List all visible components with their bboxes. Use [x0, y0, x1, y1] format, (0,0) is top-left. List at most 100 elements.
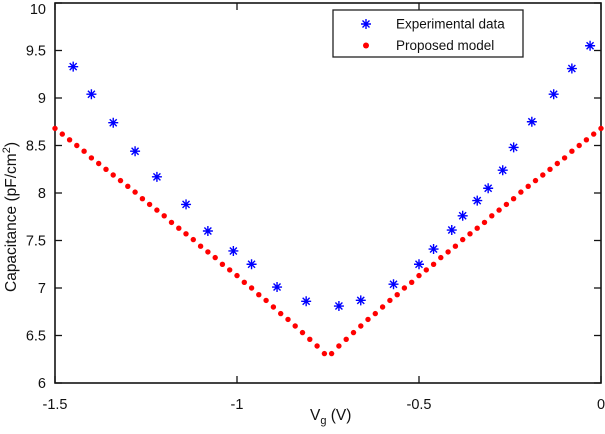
- experimental-asterisk: [355, 295, 366, 306]
- model-dot: [423, 267, 429, 273]
- experimental-asterisk: [428, 244, 439, 255]
- legend-label-experimental: Experimental data: [396, 17, 505, 32]
- model-dot: [481, 219, 488, 226]
- model-dot: [452, 243, 459, 249]
- legend: Experimental data Proposed model: [332, 9, 524, 58]
- model-dot: [540, 172, 546, 178]
- model-dot: [430, 261, 437, 267]
- model-dot: [328, 350, 335, 357]
- legend-marker-model: [363, 42, 369, 49]
- model-dot: [81, 148, 87, 154]
- model-dot: [445, 249, 451, 255]
- model-dot: [161, 213, 167, 219]
- y-tick-label: 7.5: [26, 234, 46, 250]
- experimental-asterisk: [246, 259, 257, 270]
- experimental-asterisk: [68, 61, 79, 72]
- model-dot: [336, 343, 342, 349]
- experimental-asterisk: [526, 116, 537, 127]
- y-tick-label: 9: [38, 91, 46, 107]
- model-dot: [358, 323, 364, 329]
- model-dot: [576, 142, 582, 149]
- y-tick-label: 6: [38, 376, 46, 392]
- model-dot: [438, 254, 444, 261]
- model-dot: [518, 189, 524, 195]
- proposed-model-points: [52, 125, 604, 357]
- legend-marker-experimental: [361, 19, 371, 29]
- model-dot: [212, 254, 218, 261]
- model-dot: [299, 329, 306, 336]
- model-dot: [168, 219, 175, 226]
- experimental-asterisk: [414, 259, 424, 270]
- model-dot: [234, 272, 240, 279]
- experimental-asterisk: [228, 245, 239, 256]
- x-tick-labels: -1.5 -1 -0.5 0: [43, 397, 605, 413]
- experimental-data-points: [68, 40, 596, 312]
- model-dot: [285, 316, 291, 323]
- y-tick-label: 9.5: [26, 44, 46, 60]
- y-tick-label: 6.5: [26, 329, 46, 345]
- model-dot: [292, 323, 298, 329]
- model-dot: [321, 350, 328, 357]
- model-dot: [146, 201, 153, 208]
- model-dot: [510, 196, 517, 202]
- x-tick-label: -0.5: [407, 397, 432, 413]
- model-dot: [241, 279, 247, 285]
- experimental-asterisk: [508, 142, 519, 153]
- model-dot: [117, 177, 124, 184]
- model-dot: [532, 177, 539, 184]
- model-dot: [350, 329, 357, 336]
- model-dot: [569, 148, 575, 154]
- experimental-asterisk: [457, 210, 468, 221]
- model-dot: [190, 236, 196, 243]
- model-dot: [96, 160, 102, 167]
- legend-box: [332, 9, 524, 58]
- y-tick-label: 8.5: [26, 139, 46, 155]
- x-axis-label: Vg (V): [310, 407, 351, 427]
- legend-label-model: Proposed model: [396, 38, 494, 53]
- experimental-asterisk: [202, 226, 213, 236]
- model-dot: [343, 336, 349, 342]
- model-dot: [256, 292, 262, 298]
- model-dot: [365, 316, 371, 323]
- model-dot: [139, 196, 146, 202]
- model-dot: [66, 137, 73, 143]
- experimental-asterisk: [472, 195, 483, 206]
- model-dot: [263, 297, 269, 304]
- experimental-asterisk: [151, 171, 162, 182]
- model-dot: [561, 155, 568, 161]
- model-dot: [59, 131, 65, 137]
- experimental-asterisk: [301, 296, 312, 307]
- model-dot: [416, 272, 422, 279]
- model-dot: [547, 166, 553, 172]
- experimental-asterisk: [272, 282, 283, 293]
- experimental-asterisk: [130, 146, 141, 157]
- model-dot: [496, 207, 502, 213]
- model-dot: [176, 225, 182, 231]
- model-dot: [460, 236, 466, 243]
- experimental-asterisk: [181, 199, 192, 210]
- model-dot: [307, 336, 313, 342]
- model-dot: [278, 310, 284, 317]
- x-tick-label: -1: [231, 397, 244, 413]
- model-dot: [467, 231, 473, 237]
- model-dot: [205, 249, 211, 255]
- y-tick-label: 7: [38, 281, 46, 297]
- model-dot: [394, 292, 400, 298]
- model-dot: [52, 125, 58, 132]
- experimental-asterisk: [388, 279, 399, 290]
- experimental-asterisk: [566, 63, 577, 74]
- experimental-asterisk: [333, 301, 344, 312]
- model-dot: [219, 261, 226, 267]
- model-dot: [183, 231, 189, 237]
- experimental-asterisk: [108, 117, 119, 128]
- model-dot: [103, 166, 109, 172]
- model-dot: [270, 304, 277, 310]
- model-dot: [248, 285, 255, 291]
- model-dot: [197, 243, 204, 249]
- model-dot: [503, 201, 510, 208]
- model-dot: [525, 183, 531, 189]
- model-dot: [474, 225, 480, 231]
- experimental-asterisk: [548, 89, 559, 100]
